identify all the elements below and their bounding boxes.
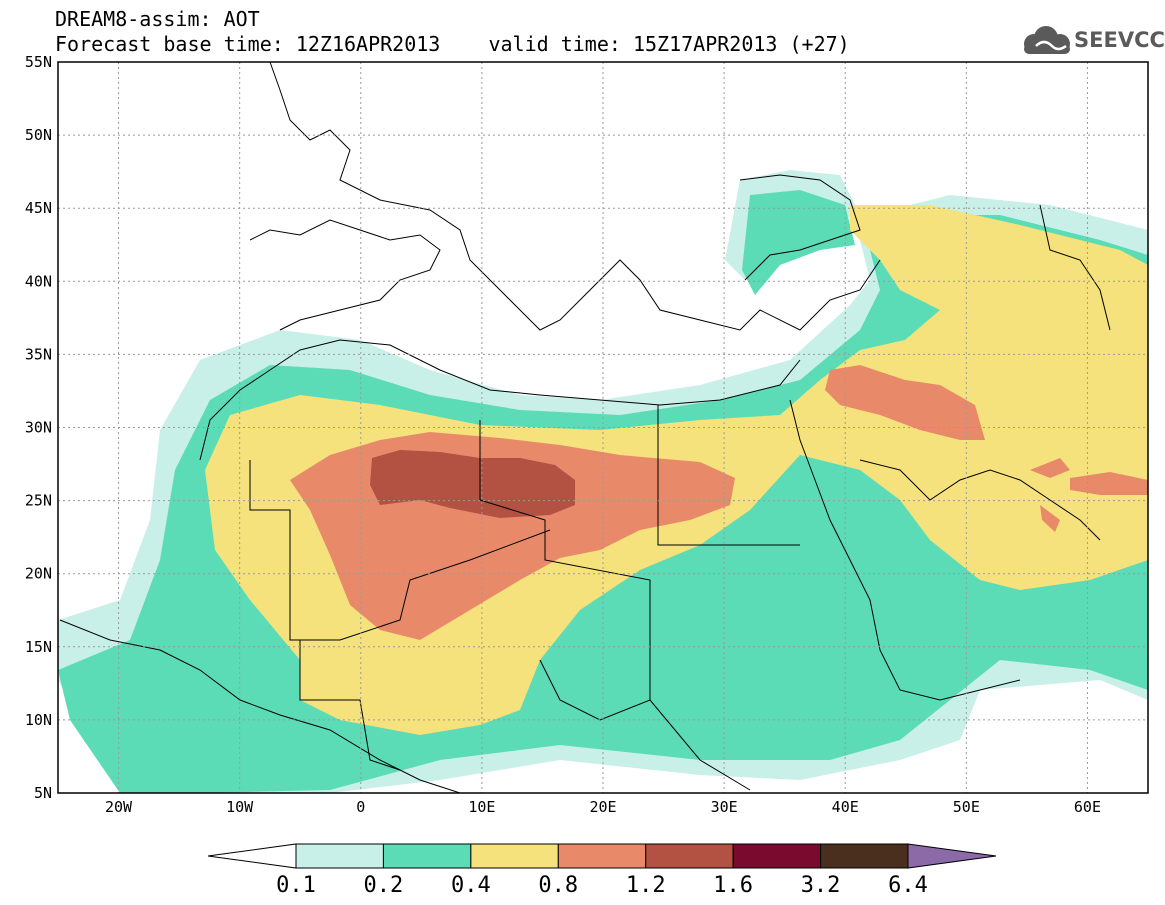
lat-tick-label: 20N — [25, 565, 52, 583]
map: 55N 50N 45N 40N 35N 30N 25N 20N 15N 10N 5N 20W 10W 0 1… — [25, 53, 1149, 816]
lat-tick-label: 35N — [25, 345, 52, 363]
lat-tick-label: 30N — [25, 419, 52, 437]
colorbar-swatch — [470, 843, 559, 869]
cloud-icon — [1024, 26, 1070, 54]
lat-tick-label: 50N — [25, 126, 52, 144]
colorbar: 0.1 0.2 0.4 0.8 1.2 1.6 3.2 6.4 — [207, 843, 997, 898]
colorbar-level-label: 0.8 — [538, 873, 578, 898]
lon-tick-label: 20E — [589, 798, 616, 816]
colorbar-level-label: 3.2 — [801, 873, 841, 898]
colorbar-high-arrow — [907, 843, 997, 869]
lon-tick-label: 0 — [356, 798, 365, 816]
map-frame — [57, 61, 1149, 794]
colorbar-level-label: 1.2 — [626, 873, 666, 898]
lat-tick-label: 25N — [25, 492, 52, 510]
colorbar-swatch — [645, 843, 734, 869]
chart-title: DREAM8-assim: AOT — [55, 7, 260, 31]
lat-tick-label: 55N — [25, 53, 52, 71]
logo-text: SEEVCCC — [1074, 28, 1165, 52]
chart-subtitle: Forecast base time: 12Z16APR2013 valid t… — [55, 32, 850, 56]
colorbar-swatch — [295, 843, 384, 869]
colorbar-level-label: 0.4 — [451, 873, 491, 898]
lat-tick-label: 45N — [25, 199, 52, 217]
colorbar-level-label: 1.6 — [713, 873, 753, 898]
lat-tick-label: 5N — [34, 784, 52, 802]
aot-field-0.2-black-sea — [742, 190, 855, 295]
lat-tick-label: 40N — [25, 272, 52, 290]
coastlines — [59, 62, 1111, 793]
colorbar-level-label: 6.4 — [888, 873, 928, 898]
colorbar-swatch — [557, 843, 647, 869]
colorbar-swatch — [382, 843, 472, 869]
colorbar-swatch — [732, 843, 822, 869]
colorbar-level-label: 0.1 — [276, 873, 316, 898]
colorbar-swatch — [820, 843, 909, 869]
aot-field-0.8-gulf — [1030, 458, 1148, 532]
lon-tick-label: 50E — [953, 798, 980, 816]
lon-tick-label: 10E — [468, 798, 495, 816]
lat-tick-label: 10N — [25, 711, 52, 729]
lon-tick-label: 10W — [226, 798, 254, 816]
lon-tick-label: 20W — [105, 798, 133, 816]
lon-tick-label: 60E — [1074, 798, 1101, 816]
colorbar-level-label: 0.2 — [364, 873, 404, 898]
lon-tick-label: 40E — [832, 798, 859, 816]
lon-tick-label: 30E — [711, 798, 738, 816]
colorbar-low-arrow — [207, 843, 297, 869]
lat-tick-label: 15N — [25, 638, 52, 656]
gridlines — [58, 62, 1148, 793]
aot-field-0.8-iraq — [825, 365, 985, 440]
